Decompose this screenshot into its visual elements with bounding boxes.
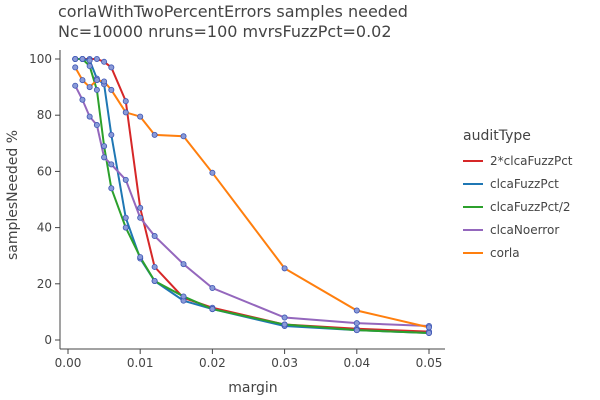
data-point-clcafuzzpct-2 <box>425 329 432 336</box>
x-tick-label: 0.04 <box>343 356 370 370</box>
data-point-corla <box>108 86 115 93</box>
data-point-clcanoerror <box>209 285 216 292</box>
data-point-clcanoerror <box>79 96 86 103</box>
x-tick-label: 0.00 <box>55 356 82 370</box>
x-tick-label: 0.05 <box>416 356 443 370</box>
x-axis-ticks: 0.00 0.01 0.02 0.03 0.04 0.05 <box>55 349 443 370</box>
x-tick-label: 0.01 <box>127 356 154 370</box>
data-point-corla <box>72 64 79 71</box>
data-point-clcafuzzpct-2 <box>101 143 108 150</box>
legend-label-clcafuzzpct-2: clcaFuzzPct/2 <box>490 200 571 214</box>
data-point-clcafuzzpct-2 <box>209 306 216 313</box>
data-point-clcanoerror <box>353 320 360 327</box>
data-point-clcanoerror <box>180 261 187 268</box>
data-point-corla <box>180 133 187 140</box>
data-point-corla <box>353 307 360 314</box>
y-tick-label: 20 <box>37 277 52 291</box>
data-point-2-clcafuzzpct <box>101 58 108 65</box>
chart-title: corlaWithTwoPercentErrors samples needed <box>58 2 408 21</box>
data-point-corla <box>122 109 129 116</box>
data-point-clcafuzzpct <box>122 214 129 221</box>
legend-label-clcanoerror: clcaNoerror <box>490 223 559 237</box>
data-point-2-clcafuzzpct <box>151 263 158 270</box>
data-point-clcafuzzpct-2 <box>108 185 115 192</box>
y-tick-label: 40 <box>37 221 52 235</box>
y-axis-title: samplesNeeded % <box>5 130 21 260</box>
y-tick-label: 80 <box>37 108 52 122</box>
legend-label-corla: corla <box>490 246 520 260</box>
data-point-clcafuzzpct <box>86 57 93 64</box>
data-point-2-clcafuzzpct <box>122 98 129 105</box>
y-axis-ticks: 0 20 40 60 80 100 <box>29 52 60 347</box>
data-point-corla <box>86 84 93 91</box>
x-tick-label: 0.03 <box>271 356 298 370</box>
data-point-clcanoerror <box>101 154 108 161</box>
y-tick-label: 60 <box>37 164 52 178</box>
y-tick-label: 100 <box>29 52 52 66</box>
data-point-clcanoerror <box>137 214 144 221</box>
data-point-clcafuzzpct-2 <box>180 293 187 300</box>
series-line-clcafuzzpct-2 <box>75 58 430 334</box>
legend-label-clcafuzzpct: clcaFuzzPct <box>490 177 559 191</box>
data-point-clcafuzzpct-2 <box>281 321 288 328</box>
x-axis-title: margin <box>228 380 277 396</box>
data-point-clcafuzzpct-2 <box>137 254 144 261</box>
data-point-clcanoerror <box>151 233 158 240</box>
data-point-clcafuzzpct-2 <box>93 86 100 93</box>
data-point-corla <box>79 77 86 84</box>
data-point-corla <box>137 113 144 120</box>
data-point-clcanoerror <box>281 314 288 321</box>
legend-title: auditType <box>463 128 531 144</box>
data-point-2-clcafuzzpct <box>108 64 115 71</box>
data-point-corla <box>209 169 216 176</box>
legend: 2*clcaFuzzPct clcaFuzzPct clcaFuzzPct/2 clc… <box>463 154 573 260</box>
data-point-2-clcafuzzpct <box>93 56 100 63</box>
data-point-clcafuzzpct-2 <box>72 56 79 63</box>
data-point-clcafuzzpct-2 <box>122 224 129 231</box>
data-point-clcafuzzpct-2 <box>86 63 93 70</box>
data-point-clcafuzzpct-2 <box>353 327 360 334</box>
data-point-corla <box>425 324 432 331</box>
data-point-clcanoerror <box>108 161 115 168</box>
y-tick-label: 0 <box>44 333 52 347</box>
data-point-clcanoerror <box>122 176 129 183</box>
legend-label-2-clcafuzzpct: 2*clcaFuzzPct <box>490 154 573 168</box>
data-point-clcanoerror <box>93 122 100 129</box>
data-point-clcanoerror <box>86 113 93 120</box>
data-point-clcanoerror <box>72 82 79 89</box>
data-point-corla <box>101 78 108 85</box>
series-line-corla <box>74 66 430 329</box>
plot-area <box>72 56 432 336</box>
data-point-clcafuzzpct <box>108 131 115 138</box>
data-point-corla <box>281 265 288 272</box>
data-point-2-clcafuzzpct <box>137 204 144 211</box>
chart-subtitle: Nc=10000 nruns=100 mvrsFuzzPct=0.02 <box>58 22 392 41</box>
data-point-corla <box>151 131 158 138</box>
data-point-clcafuzzpct-2 <box>79 56 86 63</box>
data-point-corla <box>93 77 100 84</box>
x-tick-label: 0.02 <box>199 356 226 370</box>
data-point-clcafuzzpct-2 <box>151 277 158 284</box>
